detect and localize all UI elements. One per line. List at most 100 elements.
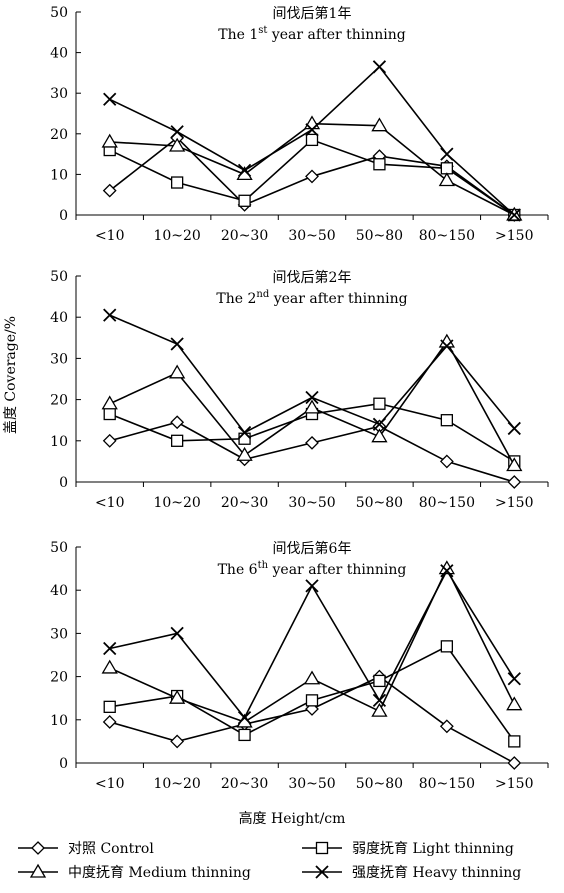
data-point [372,693,387,707]
data-point [102,715,117,729]
data-point [170,415,185,430]
data-point [372,417,387,431]
legend: 对照 Control 弱度抚育 Light thinning 中度抚育 Medium… [18,841,521,881]
data-point [371,428,388,443]
y-tick-label: 20 [50,393,68,409]
x-tick-label: <10 [95,228,125,244]
data-point [439,719,454,734]
panel-title-en: The 1st year after thinning [218,25,406,43]
x-tick-label: 30~50 [288,495,335,511]
y-tick-label: 0 [59,475,68,491]
legend-label: 对照 Control [68,841,154,857]
data-point [236,446,253,461]
legend-label: 强度抚育 Heavy thinning [352,865,521,881]
data-point [439,454,454,469]
x-tick-label: 80~150 [419,776,475,792]
y-tick-label: 50 [50,5,68,21]
x-tick-label: 80~150 [419,495,475,511]
y-tick-label: 20 [50,670,68,686]
data-point [371,702,388,717]
chart-panel-2: 0 10 20 30 40 50 <10 10~20 20~30 30~50 50~80 80~150… [50,269,549,511]
data-point [303,115,321,130]
x-tick-label: 20~30 [221,228,268,244]
data-point [507,756,522,770]
legend-marker [315,865,329,879]
data-point [440,564,454,578]
legend-marker [31,841,45,855]
data-point [237,425,252,440]
legend-item-square: 弱度抚育 Light thinning [302,841,514,857]
panels: 0 10 20 30 40 50 <10 10~20 20~30 30~50 50~80 80~150… [50,5,549,792]
x-tick-label: >150 [495,228,533,244]
chart-panel-1: 0 10 20 30 40 50 <10 10~20 20~30 30~50 50~80 80~150… [50,5,549,244]
series-triangle [101,333,523,472]
data-point [169,364,186,379]
data-point [440,339,454,353]
data-point [169,137,186,152]
data-point [373,674,386,688]
series-triangle [101,560,523,728]
series-line [109,421,515,483]
x-tick-label: 20~30 [221,776,268,792]
x-tick-label: 80~150 [419,228,475,244]
x-tick-label: >150 [495,776,533,792]
x-tick-label: <10 [95,495,125,511]
legend-item-triangle: 中度抚育 Medium thinning [18,863,251,881]
y-tick-label: 40 [50,583,68,599]
data-point [238,194,251,207]
data-point [305,435,319,450]
data-point [101,659,118,674]
data-point [103,308,117,322]
x-tick-label: <10 [95,776,125,792]
data-point [170,337,184,351]
series-cross [103,60,521,222]
y-tick-label: 10 [50,713,68,729]
legend-item-cross: 强度抚育 Heavy thinning [302,865,521,881]
data-point [372,60,387,74]
data-point [440,162,454,175]
panel-title-en: The 6th year after thinning [218,560,407,578]
series-line [109,645,515,742]
panel-title-en: The 2nd year after thinning [216,289,407,307]
x-tick-label: 10~20 [153,495,200,511]
data-point [371,117,388,132]
data-point [373,158,386,171]
y-tick-label: 30 [50,626,68,642]
data-point [507,475,522,489]
x-tick-label: 10~20 [153,776,200,792]
data-point [305,123,319,137]
y-tick-label: 30 [50,351,68,367]
x-tick-label: 50~80 [356,776,403,792]
series-diamond [102,669,522,770]
chart-panel-3: 0 10 20 30 40 50 <10 10~20 20~30 30~50 50~80 80~150… [50,540,549,792]
data-point [170,176,184,189]
legend-label: 弱度抚育 Light thinning [352,841,514,857]
data-point [169,689,186,704]
data-point [506,696,523,711]
panel-title-cn: 间伐后第1年 [273,5,352,22]
data-point [238,728,251,742]
data-point [507,208,521,222]
data-point [170,125,184,139]
legend-marker [315,841,329,855]
series-line [109,675,515,764]
y-tick-label: 10 [50,167,68,183]
data-point [438,172,455,187]
x-tick-label: 20~30 [221,495,268,511]
y-tick-label: 50 [50,540,68,556]
data-point [170,434,184,447]
data-point [237,163,252,177]
data-point [101,395,118,410]
data-point [101,133,118,148]
data-point [237,711,252,725]
y-tick-label: 20 [50,127,68,143]
series-cross [103,308,521,440]
data-point [103,407,116,421]
legend-marker [29,863,47,878]
y-tick-label: 10 [50,434,68,450]
x-tick-label: >150 [495,495,533,511]
data-point [508,735,521,748]
series-cross [103,564,521,725]
data-point [305,169,319,184]
data-point [440,640,454,653]
